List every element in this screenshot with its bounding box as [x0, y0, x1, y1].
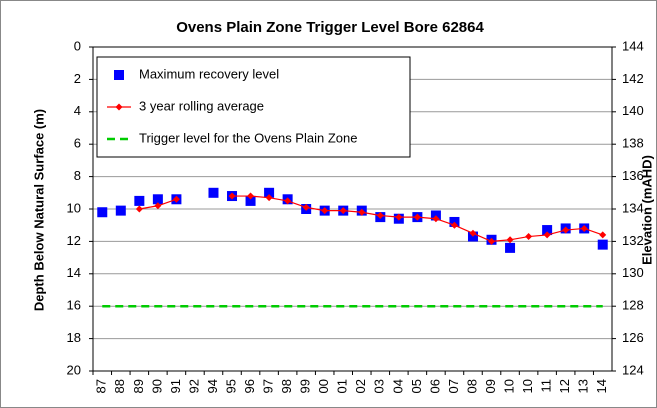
y-tick-label: 10	[67, 200, 81, 215]
x-tick-label: 10	[501, 379, 516, 393]
chart-title: Ovens Plain Zone Trigger Level Bore 6286…	[176, 19, 484, 36]
x-tick-label: 96	[242, 379, 257, 393]
y2-tick-label: 140	[622, 103, 644, 118]
y-axis-label: Depth Below Natural Surface (m)	[31, 109, 46, 311]
marker	[450, 221, 458, 229]
marker	[413, 213, 421, 221]
x-tick-label: 91	[168, 379, 183, 393]
x-tick-label: 07	[446, 379, 461, 393]
x-tick-label: 92	[186, 379, 201, 393]
x-tick-label: 98	[279, 379, 294, 393]
marker	[208, 187, 219, 198]
y-tick-label: 18	[67, 330, 81, 345]
x-tick-label: 10	[520, 379, 535, 393]
x-tick-label: 90	[149, 379, 164, 393]
marker	[580, 224, 588, 232]
x-tick-label: 01	[335, 379, 350, 393]
x-tick-label: 89	[131, 379, 146, 393]
marker	[525, 233, 533, 241]
x-tick-label: 08	[464, 379, 479, 393]
x-tick-label: 13	[576, 379, 591, 393]
y2-tick-label: 136	[622, 168, 644, 183]
x-tick-label: 12	[557, 379, 572, 393]
x-tick-label: 02	[353, 379, 368, 393]
y-tick-label: 2	[74, 71, 81, 86]
y-tick-label: 12	[67, 233, 81, 248]
marker	[562, 226, 570, 234]
marker	[321, 207, 329, 215]
marker	[135, 205, 143, 213]
y2-axis-label: Elevation (mAHD)	[639, 155, 654, 265]
marker	[154, 202, 162, 210]
marker	[172, 195, 180, 203]
legend-marker	[115, 103, 123, 111]
x-tick-label: 03	[372, 379, 387, 393]
marker	[152, 194, 163, 205]
y2-tick-label: 126	[622, 330, 644, 345]
x-tick-label: 88	[112, 379, 127, 393]
y2-tick-label: 134	[622, 200, 644, 215]
marker	[339, 207, 347, 215]
legend-marker	[114, 70, 124, 80]
legend-label: 3 year rolling average	[139, 98, 264, 113]
marker	[358, 208, 366, 216]
marker	[488, 237, 496, 245]
marker	[597, 239, 608, 250]
marker	[542, 225, 553, 236]
marker	[543, 231, 551, 239]
x-tick-label: 99	[298, 379, 313, 393]
marker	[302, 203, 310, 211]
y-tick-label: 8	[74, 168, 81, 183]
y-tick-label: 4	[74, 103, 81, 118]
y2-tick-label: 128	[622, 298, 644, 313]
x-tick-label: 09	[483, 379, 498, 393]
y2-tick-label: 138	[622, 136, 644, 151]
x-tick-label: 87	[94, 379, 109, 393]
x-tick-label: 95	[223, 379, 238, 393]
y-tick-label: 14	[67, 265, 81, 280]
marker	[265, 194, 273, 202]
legend-label: Maximum recovery level	[139, 66, 279, 81]
marker	[228, 192, 236, 200]
marker	[506, 236, 514, 244]
marker	[599, 231, 607, 239]
x-tick-label: 00	[316, 379, 331, 393]
marker	[134, 195, 145, 206]
y2-tick-label: 130	[622, 265, 644, 280]
marker	[505, 242, 516, 253]
y-tick-label: 20	[67, 362, 81, 377]
y-tick-label: 6	[74, 136, 81, 151]
x-tick-label: 06	[427, 379, 442, 393]
marker	[247, 192, 255, 200]
y2-tick-label: 124	[622, 362, 644, 377]
legend-label: Trigger level for the Ovens Plain Zone	[139, 130, 357, 145]
x-tick-label: 94	[205, 379, 220, 393]
marker	[469, 229, 477, 237]
marker	[245, 195, 256, 206]
x-tick-label: 05	[409, 379, 424, 393]
marker	[432, 215, 440, 223]
y-tick-label: 0	[74, 38, 81, 53]
y2-tick-label: 132	[622, 233, 644, 248]
marker	[395, 213, 403, 221]
marker	[115, 205, 126, 216]
y-tick-label: 16	[67, 298, 81, 313]
y2-tick-label: 142	[622, 71, 644, 86]
y2-tick-label: 144	[622, 38, 644, 53]
marker	[264, 187, 275, 198]
marker	[376, 211, 384, 219]
x-tick-label: 97	[261, 379, 276, 393]
marker	[97, 207, 108, 218]
x-tick-label: 11	[539, 379, 554, 393]
x-tick-label: 14	[594, 379, 609, 393]
x-tick-label: 04	[390, 379, 405, 393]
marker	[284, 197, 292, 205]
legend-box	[96, 56, 411, 158]
